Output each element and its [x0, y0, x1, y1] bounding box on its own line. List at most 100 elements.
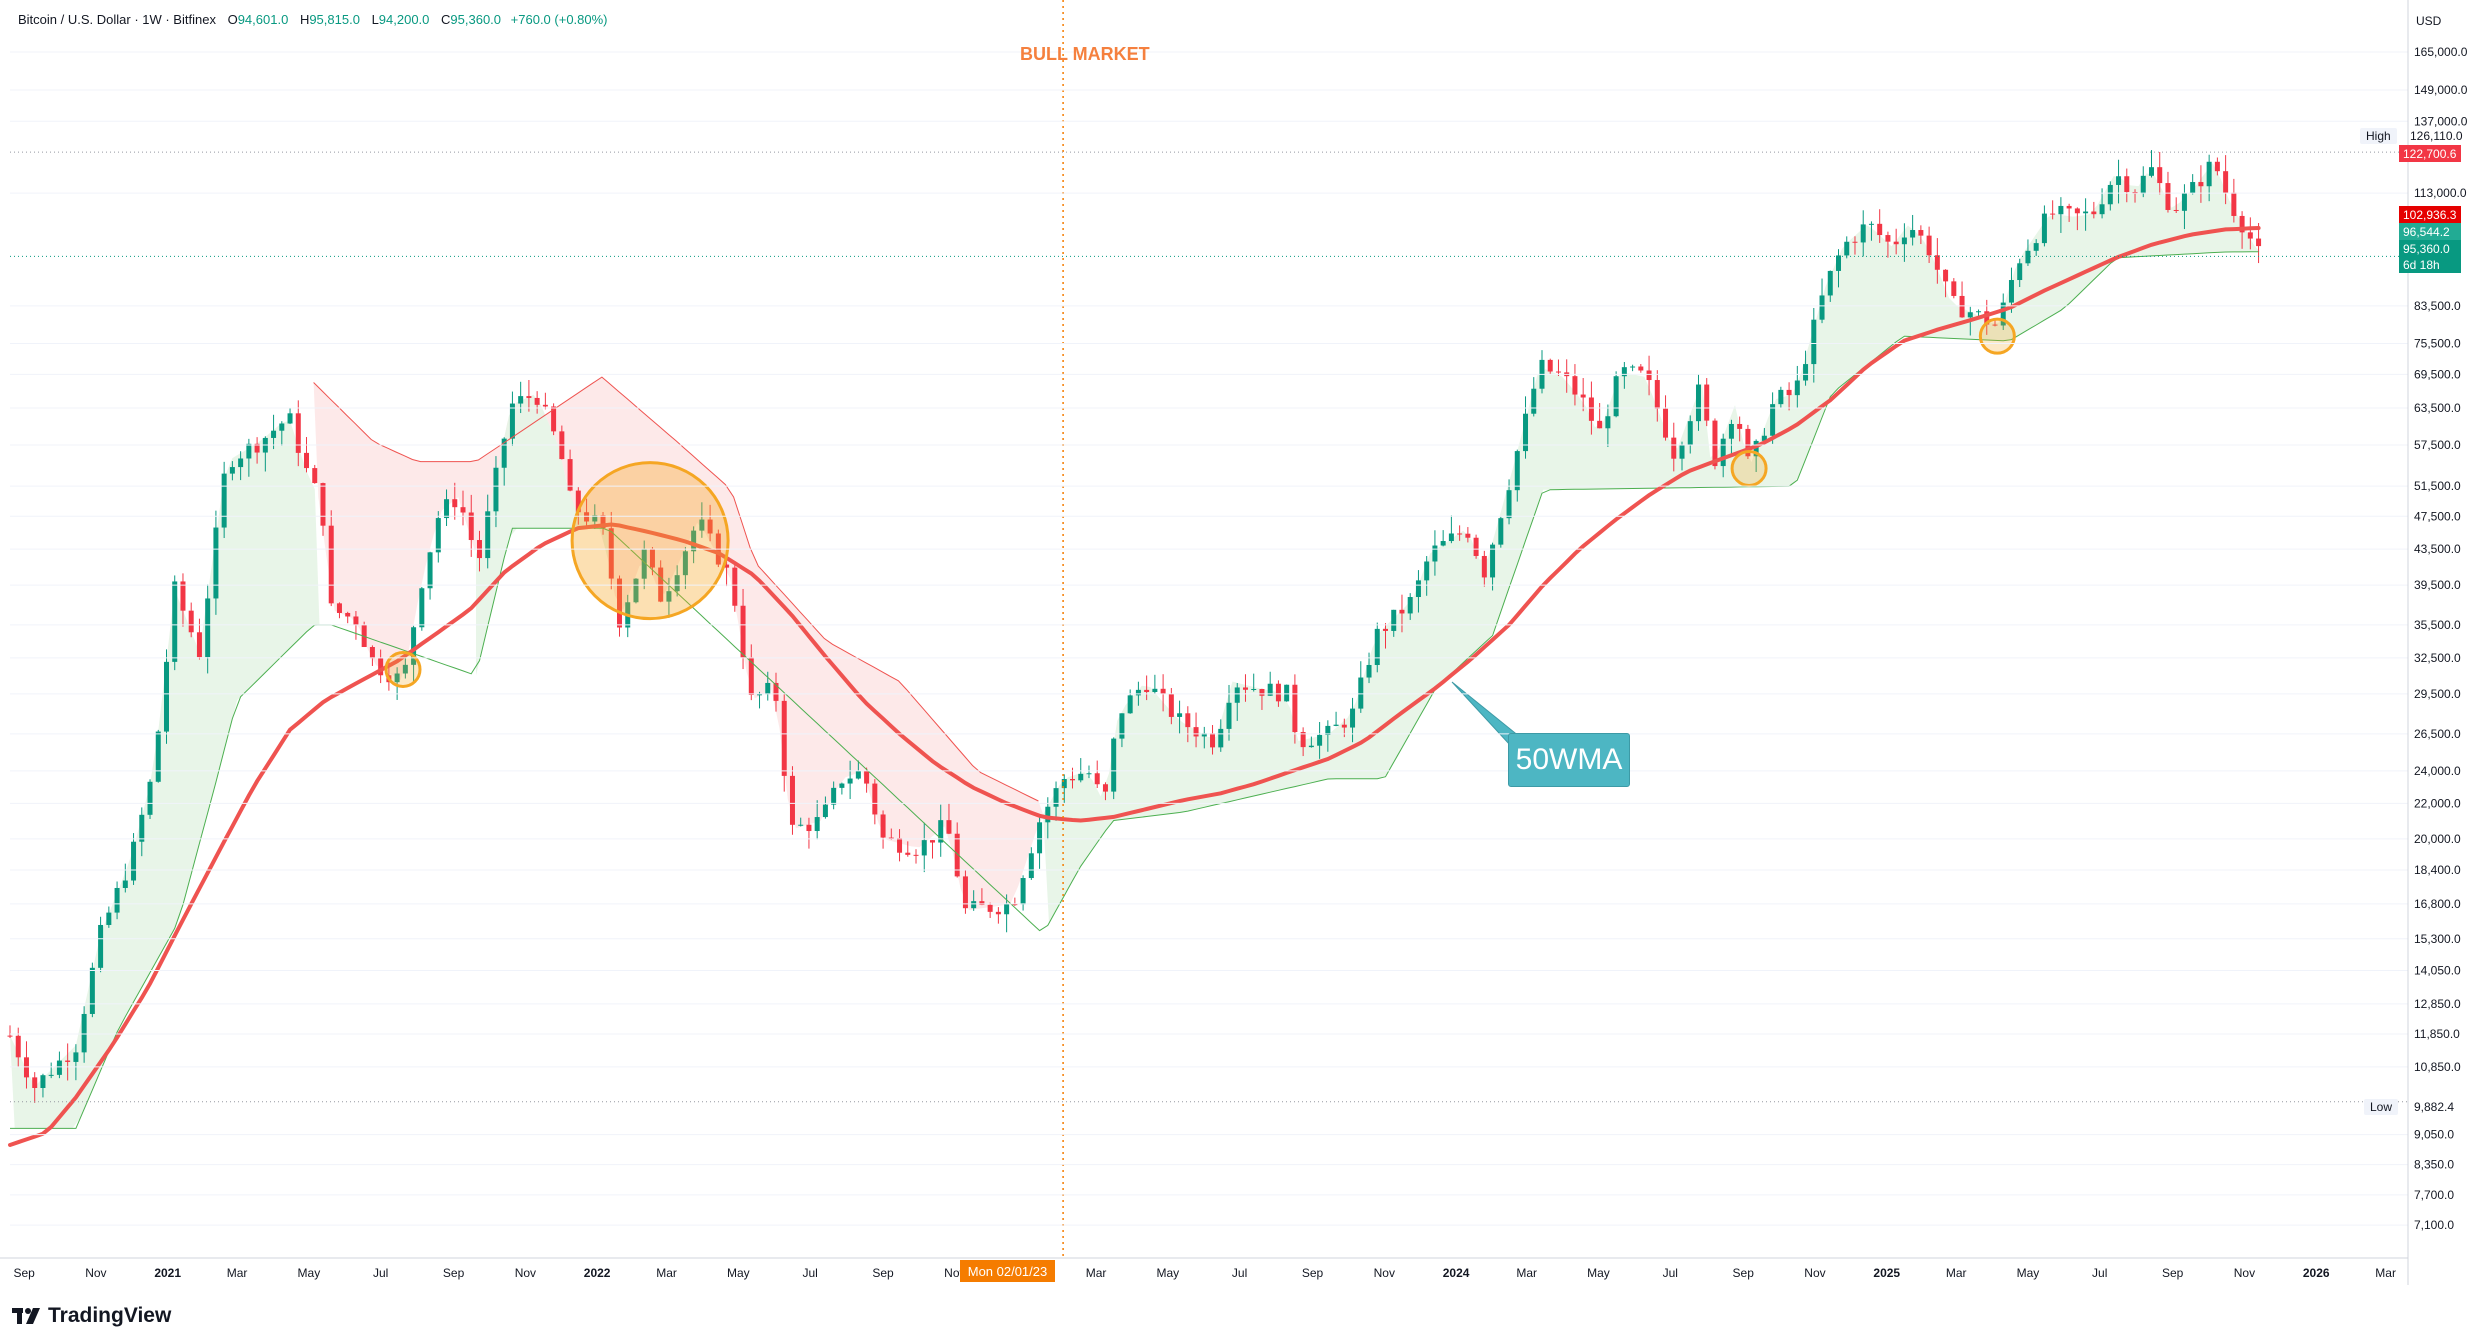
candle-body-188	[1555, 371, 1561, 373]
candle-body-50	[419, 588, 425, 628]
candle-body-248	[2050, 213, 2056, 215]
candle-body-58	[485, 511, 491, 559]
candle-body-44	[369, 647, 375, 659]
y-tick-label-17: 35,500.0	[2414, 618, 2461, 632]
x-tick-label-8: 2022	[584, 1266, 611, 1280]
x-tick-label-23: Sep	[1733, 1266, 1755, 1280]
candle-body-150	[1242, 687, 1248, 690]
candle-body-138	[1144, 689, 1150, 693]
candle-body-124	[1028, 853, 1034, 879]
candle-body-49	[411, 627, 417, 665]
candle-body-122	[1012, 904, 1018, 906]
candle-body-12	[106, 912, 112, 925]
candle-body-16	[139, 814, 145, 842]
candle-body-252	[2083, 211, 2089, 214]
tradingview-logo[interactable]: TradingView	[12, 1304, 171, 1328]
candle-body-109	[905, 852, 911, 855]
candle-body-184	[1523, 413, 1529, 452]
support-trail-line	[10, 251, 2259, 1129]
candle-body-242	[2000, 302, 2006, 326]
candle-body-130	[1078, 773, 1084, 781]
currency-label[interactable]: USD	[2416, 14, 2442, 28]
x-tick-label-17: Sep	[1302, 1266, 1324, 1280]
candle-body-269	[2223, 171, 2229, 193]
candle-body-161	[1333, 724, 1339, 726]
candle-body-237	[1959, 295, 1965, 318]
x-tick-label-19: 2024	[1443, 1266, 1470, 1280]
y-tick-label-30: 165,000.0	[2414, 45, 2468, 59]
candle-body-191	[1580, 394, 1586, 398]
candle-body-214	[1770, 404, 1776, 436]
change-value: +760.0 (+0.80%)	[510, 12, 608, 27]
candle-body-181	[1498, 518, 1504, 545]
open-value: 94,601.0	[237, 12, 289, 27]
candle-body-71	[592, 515, 598, 522]
candle-body-170	[1407, 597, 1413, 614]
candle-body-115	[954, 833, 960, 877]
candle-body-5	[48, 1074, 54, 1076]
x-tick-label-29: Sep	[2162, 1266, 2184, 1280]
candle-body-11	[98, 924, 104, 968]
high-tag-value: 126,110.0	[2410, 129, 2463, 143]
price-tag-last: 95,360.0	[2399, 240, 2461, 257]
x-tick-label-10: May	[727, 1266, 750, 1280]
resistance-trail-line	[313, 376, 1039, 802]
tradingview-logo-icon	[12, 1306, 42, 1326]
candle-body-102	[847, 778, 853, 784]
candle-body-157	[1300, 732, 1306, 748]
candle-body-210	[1737, 423, 1743, 429]
candle-body-9	[81, 1013, 87, 1053]
y-tick-label-15: 29,500.0	[2414, 687, 2461, 701]
candle-body-29	[246, 443, 252, 459]
candle-body-164	[1358, 677, 1364, 709]
y-tick-label-9: 16,800.0	[2414, 897, 2461, 911]
x-tick-label-2: 2021	[154, 1266, 181, 1280]
candle-body-81	[674, 575, 680, 592]
candle-body-98	[814, 817, 820, 832]
candle-body-218	[1803, 364, 1809, 381]
candle-body-133	[1102, 784, 1108, 792]
highlight-circle-2	[1730, 449, 1768, 487]
x-tick-label-0: Sep	[13, 1266, 35, 1280]
candle-body-97	[806, 824, 812, 832]
y-tick-label-21: 51,500.0	[2414, 479, 2461, 493]
candle-body-256	[2116, 176, 2122, 185]
candle-body-88	[732, 567, 738, 606]
candle-body-200	[1654, 380, 1660, 409]
candle-body-217	[1794, 380, 1800, 396]
candle-body-230	[1901, 237, 1907, 245]
candle-body-40	[336, 603, 342, 613]
candle-body-139	[1152, 688, 1158, 693]
candle-body-15	[131, 841, 137, 881]
candle-body-54	[452, 499, 458, 508]
candle-body-111	[921, 840, 927, 856]
candle-body-197	[1630, 366, 1636, 368]
candle-body-55	[460, 507, 466, 513]
candle-body-193	[1597, 420, 1603, 429]
candle-body-61	[509, 403, 515, 439]
candle-body-23	[196, 632, 202, 658]
symbol-title: Bitcoin / U.S. Dollar · 1W · Bitfinex	[18, 12, 216, 27]
candle-body-136	[1127, 695, 1133, 714]
candle-body-245	[2025, 250, 2031, 264]
x-tick-label-1: Nov	[85, 1266, 106, 1280]
wma-callout[interactable]: 50WMA	[1508, 733, 1630, 787]
y-tick-label-27: 113,000.0	[2414, 186, 2467, 200]
candle-body-155	[1284, 684, 1290, 702]
x-tick-label-16: Jul	[1232, 1266, 1247, 1280]
x-tick-label-30: Nov	[2234, 1266, 2255, 1280]
candle-body-112	[929, 840, 935, 843]
candle-body-119	[987, 904, 993, 912]
candle-body-224	[1852, 241, 1858, 243]
candle-body-240	[1984, 311, 1990, 325]
candle-body-90	[748, 657, 754, 695]
candle-body-190	[1572, 376, 1578, 395]
candle-body-221	[1827, 270, 1833, 296]
candle-body-151	[1251, 688, 1257, 690]
candle-body-8	[73, 1052, 79, 1062]
candle-body-206	[1704, 384, 1710, 421]
candle-body-247	[2041, 213, 2047, 244]
candle-body-110	[913, 854, 919, 856]
candle-body-134	[1111, 738, 1117, 792]
